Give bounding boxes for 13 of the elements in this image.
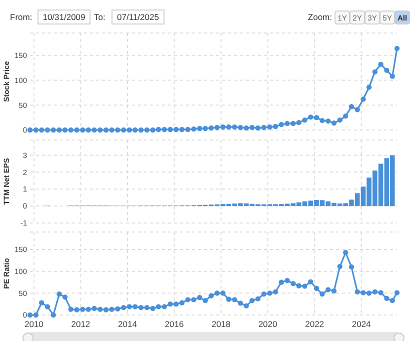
x-tick-label: 2020	[258, 319, 278, 329]
x-tick-label: 2012	[71, 319, 90, 329]
x-tick-label: 2024	[352, 319, 372, 329]
date-field: 10/31/2009	[38, 10, 90, 24]
x-tick-label: 2014	[118, 319, 138, 329]
x-tick-label: 2022	[305, 319, 324, 329]
text: From:	[10, 12, 32, 22]
x-tick-label: 2010	[24, 319, 44, 329]
text: Zoom:	[308, 12, 332, 22]
date-field: 07/11/2025	[112, 10, 164, 24]
x-tick-label: 2016	[164, 319, 184, 329]
text: To:	[94, 12, 106, 22]
x-tick-label: 2018	[212, 319, 231, 329]
